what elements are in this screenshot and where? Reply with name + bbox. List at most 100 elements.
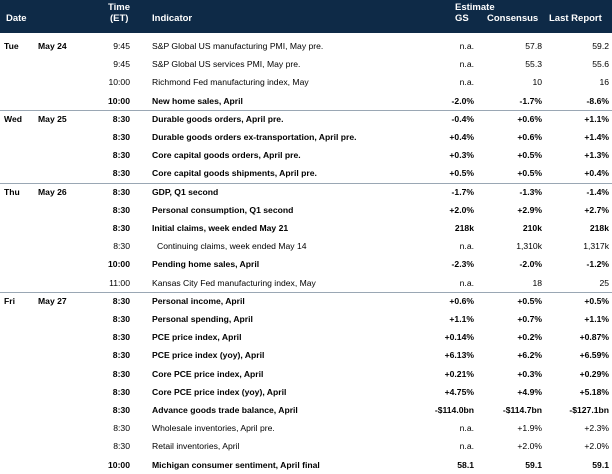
indicator-cell: Core PCE price index, April (152, 368, 264, 379)
gs-estimate-cell: +0.4% (449, 132, 474, 142)
consensus-cell: +0.5% (517, 150, 542, 161)
time-cell: 8:30 (112, 132, 130, 142)
gs-estimate-cell: +0.21% (444, 368, 474, 379)
table-row: 8:30 Initial claims, week ended May 21 218… (0, 219, 612, 237)
gs-estimate-cell: n.a. (459, 77, 474, 88)
table-header: Date Time (ET) Indicator Estimate GS Con… (0, 0, 612, 33)
indicator-cell: Personal spending, April (152, 314, 253, 324)
indicator-cell: Richmond Fed manufacturing index, May (152, 77, 309, 88)
table-row: 8:30 Core capital goods orders, April pre… (0, 146, 612, 164)
consensus-cell: +2.0% (517, 441, 542, 452)
last-report-cell: 59.2 (592, 41, 609, 51)
gs-estimate-cell: +0.6% (449, 295, 474, 306)
last-report-cell: -$127.1bn (569, 405, 609, 415)
time-cell: 8:30 (112, 314, 130, 324)
last-report-cell: 55.6 (592, 59, 609, 70)
time-cell: 8:30 (112, 350, 130, 361)
indicator-cell: Core capital goods orders, April pre. (152, 150, 301, 161)
last-report-cell: +2.7% (584, 204, 609, 215)
time-cell: 8:30 (112, 186, 130, 197)
consensus-cell: +0.6% (517, 132, 542, 142)
time-cell: 11:00 (109, 277, 130, 288)
gs-estimate-cell: -2.0% (451, 95, 474, 106)
table-row: 8:30 Wholesale inventories, April pre. n.a… (0, 419, 612, 437)
indicator-cell: GDP, Q1 second (152, 186, 219, 197)
consensus-cell: +0.7% (517, 314, 542, 324)
consensus-cell: +0.2% (517, 332, 542, 343)
indicator-cell: Personal income, April (152, 295, 245, 306)
last-report-cell: +1.1% (584, 113, 609, 124)
consensus-cell: +2.9% (517, 204, 542, 215)
time-cell: 10:00 (108, 259, 130, 270)
time-cell: 8:30 (112, 405, 130, 415)
indicator-cell: Initial claims, week ended May 21 (152, 223, 289, 233)
time-cell: 8:30 (112, 204, 130, 215)
gs-estimate-cell: n.a. (459, 441, 474, 452)
consensus-cell: 55.3 (525, 59, 542, 70)
table-row: 8:30 Continuing claims, week ended May 14… (0, 237, 612, 255)
header-estimate: Estimate (455, 2, 495, 13)
time-cell: 8:30 (112, 368, 130, 379)
table-row: Thu May 26 8:30 GDP, Q1 second -1.7% -1.3% -1.… (0, 183, 612, 201)
last-report-cell: 16 (599, 77, 609, 88)
gs-estimate-cell: +1.1% (449, 314, 474, 324)
indicator-cell: Wholesale inventories, April pre. (152, 423, 275, 434)
header-time-unit: (ET) (110, 13, 129, 24)
indicator-cell: Core PCE price index (yoy), April (152, 386, 287, 397)
day-cell: Fri (4, 295, 15, 306)
consensus-cell: +0.5% (517, 295, 542, 306)
date-cell: May 26 (38, 186, 67, 197)
consensus-cell: 18 (532, 277, 542, 288)
time-cell: 8:30 (112, 386, 130, 397)
indicator-cell: New home sales, April (152, 95, 243, 106)
last-report-cell: +0.29% (579, 368, 609, 379)
date-cell: May 27 (38, 295, 67, 306)
gs-estimate-cell: 58.1 (457, 459, 474, 470)
last-report-cell: 1,317k (583, 241, 609, 252)
gs-estimate-cell: +6.13% (444, 350, 474, 361)
gs-estimate-cell: n.a. (459, 241, 474, 252)
time-cell: 8:30 (112, 168, 130, 179)
table-row: 9:45 S&P Global US services PMI, May pre.… (0, 55, 612, 73)
last-report-cell: +0.5% (584, 295, 609, 306)
section-divider (0, 109, 612, 111)
table-row: 8:30 Personal consumption, Q1 second +2.0%… (0, 201, 612, 219)
consensus-cell: -$114.7bn (502, 405, 542, 415)
table-row: 10:00 Pending home sales, April -2.3% -2.0%… (0, 255, 612, 273)
gs-estimate-cell: -2.3% (451, 259, 474, 270)
table-row: 8:30 Core PCE price index (yoy), April +4.… (0, 383, 612, 401)
indicator-cell: S&P Global US manufacturing PMI, May pre… (152, 41, 324, 51)
table-row: 8:30 Advance goods trade balance, April -$… (0, 401, 612, 419)
indicator-cell: Durable goods orders ex-transportation, … (152, 132, 357, 142)
indicator-cell: Michigan consumer sentiment, April final (152, 459, 320, 470)
section-divider (0, 291, 612, 293)
gs-estimate-cell: n.a. (459, 277, 474, 288)
indicator-cell: Continuing claims, week ended May 14 (157, 241, 307, 252)
table-row: 8:30 Personal spending, April +1.1% +0.7% +1… (0, 310, 612, 328)
table-row: Fri May 27 8:30 Personal income, April +0.6%… (0, 292, 612, 310)
consensus-cell: 57.8 (525, 41, 542, 51)
header-consensus: Consensus (487, 13, 539, 24)
day-cell: Wed (4, 113, 22, 124)
last-report-cell: -1.4% (586, 186, 609, 197)
table-row: Wed May 25 8:30 Durable goods orders, April… (0, 110, 612, 128)
table-row: 8:30 Durable goods orders ex-transportati… (0, 128, 612, 146)
consensus-cell: +0.3% (517, 368, 542, 379)
last-report-cell: +0.87% (579, 332, 609, 343)
date-cell: May 24 (38, 41, 67, 51)
time-cell: 9:45 (113, 41, 130, 51)
gs-estimate-cell: n.a. (459, 423, 474, 434)
consensus-cell: +6.2% (517, 350, 542, 361)
consensus-cell: -2.0% (519, 259, 542, 270)
last-report-cell: -8.6% (586, 95, 609, 106)
time-cell: 8:30 (113, 423, 130, 434)
table-row: 8:30 PCE price index (yoy), April +6.13% +6… (0, 346, 612, 364)
time-cell: 8:30 (113, 241, 130, 252)
last-report-cell: +6.59% (579, 350, 609, 361)
time-cell: 8:30 (112, 150, 130, 161)
table-row: 8:30 PCE price index, April +0.14% +0.2% +0.… (0, 328, 612, 346)
indicator-cell: PCE price index, April (152, 332, 242, 343)
last-report-cell: +1.1% (584, 314, 609, 324)
time-cell: 9:45 (113, 59, 130, 70)
